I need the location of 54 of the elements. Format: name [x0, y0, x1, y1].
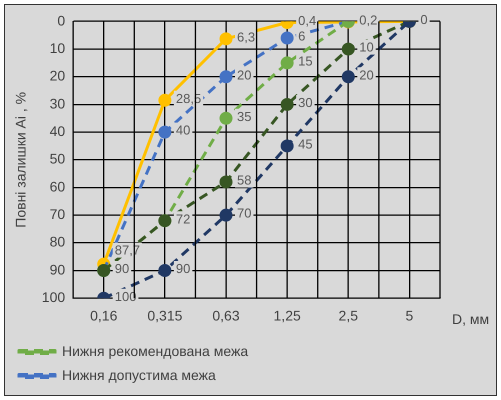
y-tick-label: 60	[50, 178, 66, 194]
point	[220, 208, 233, 222]
x-tick-label: 0,16	[90, 307, 118, 324]
x-tick-label: 0,315	[147, 307, 183, 324]
point	[280, 98, 294, 111]
point	[220, 175, 233, 188]
data-label: 90	[176, 261, 190, 276]
point	[158, 126, 172, 139]
y-tick-label: 30	[50, 95, 66, 112]
data-label: 100	[114, 288, 136, 304]
y-tick-label: 70	[50, 206, 66, 222]
data-label: 0,2	[359, 12, 378, 28]
point	[220, 70, 233, 84]
data-label: 0	[420, 12, 428, 27]
y-tick-label: 100	[42, 289, 66, 306]
x-tick-label: 5	[406, 307, 414, 324]
point	[280, 139, 294, 152]
data-label: 72	[176, 211, 190, 226]
data-label: 90	[114, 261, 130, 276]
data-label: 58	[237, 172, 252, 188]
data-label: 6	[298, 28, 306, 44]
legend-label: Нижня рекомендована межа	[62, 342, 248, 359]
y-tick-label: 20	[50, 68, 66, 84]
point	[342, 42, 355, 56]
x-tick-label: 0,63	[212, 307, 240, 324]
y-axis-title: Повні залишки Ai , %	[12, 92, 28, 228]
point	[158, 94, 172, 107]
data-label: 6,3	[237, 29, 256, 44]
data-label: 70	[237, 206, 252, 221]
y-tick-label: 90	[50, 261, 66, 278]
point	[280, 32, 294, 45]
data-label: 35	[237, 108, 252, 124]
y-tick-label: 50	[50, 150, 66, 167]
point	[158, 264, 172, 278]
data-label: 45	[298, 136, 313, 152]
data-label: 20	[359, 67, 374, 82]
x-tick-label: 2,5	[338, 307, 358, 324]
point	[220, 32, 233, 46]
point	[220, 112, 233, 125]
data-label: 40	[176, 122, 190, 138]
legend-label: Нижня допустима межа	[62, 366, 216, 383]
data-label: 30	[298, 95, 313, 110]
point	[280, 56, 294, 70]
data-label: 0,4	[298, 13, 316, 28]
y-tick-label: 10	[50, 40, 66, 56]
y-tick-label: 40	[50, 122, 66, 139]
x-tick-label: 1,25	[274, 307, 301, 324]
y-tick-label: 80	[50, 234, 66, 250]
data-label: 15	[298, 54, 313, 68]
y-tick-label: 0	[57, 12, 66, 28]
data-label: 20	[237, 67, 252, 82]
x-axis-title: D, мм	[452, 311, 490, 328]
data-label: 10	[359, 40, 374, 55]
point	[342, 70, 355, 84]
